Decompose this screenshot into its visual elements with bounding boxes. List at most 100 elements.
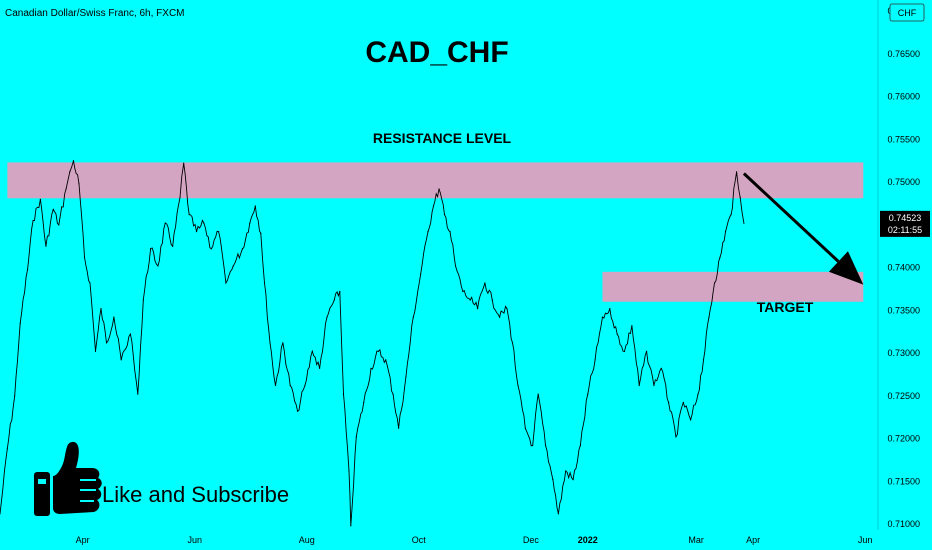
price-point bbox=[454, 265, 457, 267]
cta-text: Like and Subscribe bbox=[102, 482, 289, 507]
y-tick-label: 0.75500 bbox=[887, 134, 920, 144]
price-point bbox=[183, 162, 185, 164]
price-point bbox=[491, 299, 493, 301]
price-series-layer bbox=[0, 160, 745, 527]
price-point bbox=[397, 427, 400, 429]
price-point bbox=[203, 222, 205, 224]
price-point bbox=[14, 395, 16, 397]
price-point bbox=[616, 333, 618, 335]
price-point bbox=[645, 350, 648, 352]
price-point bbox=[601, 316, 604, 318]
price-point bbox=[348, 470, 350, 472]
price-point bbox=[129, 333, 132, 335]
price-point bbox=[653, 384, 655, 387]
last-price-tag: 0.74523 02:11:55 bbox=[880, 210, 930, 237]
price-point bbox=[443, 213, 446, 216]
x-tick-label: Mar bbox=[688, 535, 704, 545]
x-tick-label: Dec bbox=[523, 535, 540, 545]
y-tick-label: 0.72000 bbox=[887, 434, 920, 444]
price-point bbox=[225, 282, 227, 284]
price-point bbox=[0, 513, 1, 515]
price-point bbox=[579, 444, 582, 446]
price-point bbox=[682, 402, 684, 404]
price-point bbox=[350, 525, 352, 527]
price-point bbox=[370, 367, 372, 370]
price-point bbox=[289, 384, 291, 387]
price-point bbox=[743, 222, 745, 224]
target-zone bbox=[602, 271, 864, 302]
price-series-line bbox=[0, 160, 745, 526]
x-ticks: Apr Jun Aug Oct Dec 2022 Mar Apr Jun bbox=[76, 535, 873, 545]
price-point bbox=[254, 205, 256, 207]
time-axis[interactable]: Apr Jun Aug Oct Dec 2022 Mar Apr Jun bbox=[76, 535, 873, 545]
y-tick-label: 0.74000 bbox=[887, 263, 920, 273]
price-point bbox=[511, 342, 514, 344]
price-point bbox=[6, 448, 8, 450]
price-point bbox=[544, 444, 547, 446]
y-tick-label: 0.71500 bbox=[887, 476, 920, 486]
price-point bbox=[188, 213, 190, 216]
last-price-value: 0.74523 bbox=[889, 213, 922, 223]
x-tick-label: Jun bbox=[858, 535, 873, 545]
price-point bbox=[65, 188, 67, 190]
arrow-head bbox=[828, 251, 864, 285]
price-point bbox=[52, 208, 54, 211]
price-point bbox=[311, 350, 313, 352]
price-point bbox=[609, 307, 611, 310]
price-point bbox=[120, 359, 122, 361]
price-point bbox=[58, 224, 60, 226]
price-point bbox=[730, 213, 732, 216]
target-arrow bbox=[742, 172, 864, 285]
price-point bbox=[172, 245, 174, 247]
price-point bbox=[432, 205, 435, 207]
price-point bbox=[249, 222, 251, 224]
price-point bbox=[363, 402, 365, 404]
like-subscribe-cta: Like and Subscribe bbox=[34, 441, 289, 516]
price-point bbox=[137, 393, 139, 395]
price-point bbox=[405, 376, 407, 378]
price-point bbox=[83, 256, 86, 258]
chart-title: CAD_CHF bbox=[365, 36, 508, 69]
price-point bbox=[217, 231, 220, 233]
price-point bbox=[274, 384, 277, 387]
price-point bbox=[89, 282, 91, 284]
price-point bbox=[537, 393, 539, 395]
price-point bbox=[94, 350, 97, 352]
price-point bbox=[326, 316, 328, 318]
price-point bbox=[724, 231, 727, 233]
price-point bbox=[45, 245, 47, 247]
price-point bbox=[668, 402, 670, 404]
price-point bbox=[232, 265, 234, 267]
price-point bbox=[19, 322, 21, 324]
price-point bbox=[462, 290, 464, 293]
y-tick-label: 0.73500 bbox=[887, 305, 920, 315]
price-point bbox=[524, 427, 526, 429]
price-point bbox=[484, 282, 486, 284]
price-point bbox=[565, 470, 567, 472]
price-point bbox=[552, 478, 554, 481]
price-point bbox=[739, 196, 741, 199]
last-price-tag-box bbox=[880, 210, 930, 237]
price-point bbox=[532, 444, 534, 446]
price-point bbox=[713, 282, 716, 284]
price-point bbox=[517, 384, 519, 387]
price-point bbox=[377, 350, 379, 352]
price-point bbox=[708, 316, 710, 318]
price-point bbox=[557, 513, 559, 515]
price-point bbox=[420, 273, 422, 276]
currency-badge: CHF bbox=[889, 3, 925, 22]
price-point bbox=[385, 359, 387, 361]
price-axis[interactable]: 0.770000.765000.760000.755000.750000.745… bbox=[877, 0, 930, 530]
price-point bbox=[623, 350, 626, 352]
resistance-label: RESISTANCE LEVEL bbox=[373, 130, 512, 146]
price-point bbox=[282, 342, 284, 344]
price-point bbox=[675, 436, 677, 438]
y-tick-label: 0.76500 bbox=[887, 49, 920, 59]
price-point bbox=[39, 198, 42, 200]
price-point bbox=[113, 316, 115, 318]
price-point bbox=[476, 307, 479, 310]
price-point bbox=[263, 282, 266, 284]
price-point bbox=[499, 316, 501, 318]
zones-layer bbox=[7, 162, 864, 302]
